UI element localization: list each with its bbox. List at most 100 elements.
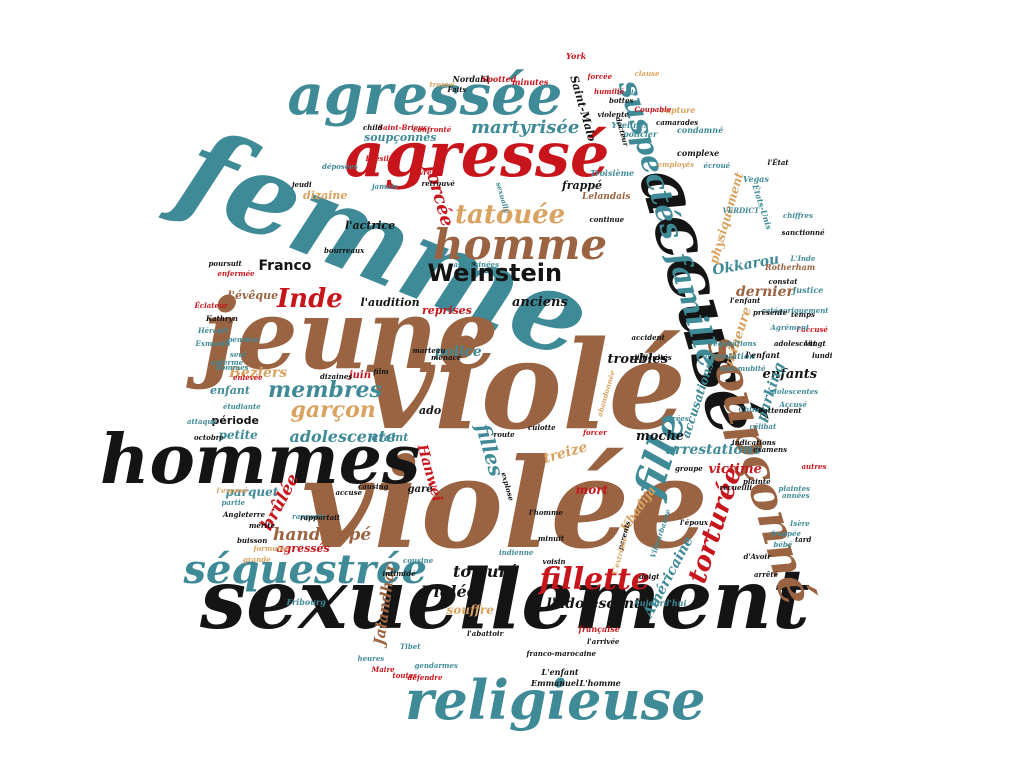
cloud-word-lenfant: l'enfant: [745, 350, 781, 360]
cloud-word-membres: membres: [268, 377, 382, 403]
cloud-word-lenfant2: L'enfant: [541, 667, 579, 677]
cloud-word-celibat: célibat: [749, 421, 777, 431]
cloud-word-lebree: l'arrivée: [587, 636, 620, 646]
cloud-word-route: route: [493, 429, 515, 439]
cloud-word-tard: tard: [795, 534, 812, 544]
cloud-word-policier: policier: [623, 129, 658, 139]
cloud-word-presente: présente: [753, 307, 788, 317]
cloud-word-york: York: [566, 51, 587, 61]
cloud-word-indienne: indienne: [499, 547, 534, 557]
cloud-word-intimide: intimidé: [382, 568, 416, 578]
cloud-word-heures: heures: [357, 653, 385, 663]
cloud-word-minutes: minutes: [512, 77, 549, 87]
cloud-word-formule: formulée: [253, 543, 289, 553]
cloud-word-beziers: Béziers: [229, 365, 288, 381]
cloud-word-bourreaux: bourreaux: [324, 245, 365, 255]
cloud-word-rapporte: rapporte: [292, 511, 327, 521]
cloud-word-soupconnes: soupçonnés: [364, 130, 437, 144]
cloud-word-doigt: doigt: [639, 571, 660, 581]
cloud-word-kathryn: Kathryn: [206, 313, 238, 323]
cloud-word-continue: continue: [589, 214, 625, 224]
cloud-word-aujourdhui: Aujourd'hui: [633, 598, 687, 608]
cloud-word-film: film: [373, 366, 389, 376]
cloud-word-ecroue: écroué: [703, 160, 731, 170]
cloud-word-leveque: l'évêque: [227, 288, 279, 302]
cloud-word-buisson: buisson: [237, 535, 268, 545]
cloud-word-mentir: mérite: [249, 520, 275, 530]
cloud-word-rapportait: rapportait: [300, 512, 341, 522]
cloud-word-troubles: troubles: [607, 351, 669, 367]
cloud-word-enfant: enfant: [210, 383, 250, 397]
cloud-word-adolescents: adolescentes: [767, 386, 819, 396]
cloud-word-laudition: l'audition: [360, 295, 420, 309]
cloud-word-arrestation: arrestation: [705, 351, 755, 361]
cloud-word-dizaine: dizaine: [303, 188, 348, 202]
cloud-word-rotherham: Rotherham: [765, 262, 816, 272]
cloud-word-frappee: frappée: [771, 528, 801, 538]
cloud-word-homme: homme: [433, 220, 608, 269]
cloud-word-etudiante: étudiante: [223, 401, 261, 411]
cloud-word-isere: Isère: [790, 518, 810, 528]
cloud-word-handicape: handicapé: [273, 524, 372, 545]
cloud-word-nordahl: Nordahl: [452, 74, 490, 84]
cloud-word-frappe: frappé: [562, 178, 603, 192]
cloud-word-forcer: forcer: [583, 427, 607, 437]
cloud-word-leta: l'État: [767, 157, 789, 167]
cloud-word-viole: violé: [363, 313, 687, 457]
cloud-word-hommes: hommes: [100, 420, 421, 500]
cloud-word-lundi: lundi: [812, 350, 833, 360]
cloud-word-lactrice: l'actrice: [345, 218, 396, 232]
cloud-word-juin: juin: [349, 370, 371, 381]
cloud-word-examens: examens: [753, 444, 788, 454]
cloud-word-anciens: anciens: [512, 294, 568, 310]
cloud-word-hommes2: hommes: [215, 362, 249, 372]
cloud-word-constat: constat: [768, 276, 798, 286]
cloud-word-franco: Franco: [258, 258, 312, 274]
cloud-word-bottes: bottes: [609, 95, 634, 105]
cloud-word-eclateur: Éclateur: [194, 300, 228, 310]
cloud-word-bebe: bébé: [773, 539, 793, 549]
cloud-word-requisitions: réquisitions: [709, 338, 757, 348]
cloud-word-mort: mort: [575, 483, 609, 497]
cloud-word-adolescente: adolescente: [289, 427, 397, 446]
cloud-word-davoir: d'Avoir: [743, 551, 771, 561]
cloud-word-francomarocaine: franco-marocaine: [526, 648, 596, 658]
cloud-word-tibet: Tibet: [400, 641, 421, 651]
cloud-word-violee: violée: [301, 432, 709, 577]
cloud-word-fribourg: Fribourg: [286, 597, 326, 607]
cloud-word-accuse3: accuse: [335, 487, 363, 497]
cloud-word-lepoux: l'époux: [680, 517, 709, 527]
cloud-word-enferme: enfermé: [210, 357, 244, 367]
cloud-word-retrouve: retrouvé: [421, 178, 455, 188]
cloud-word-employes: employés: [657, 159, 695, 169]
cloud-word-causing: causing: [358, 481, 389, 491]
cloud-word-forcee2: forcée: [587, 71, 613, 81]
cloud-word-vingt: Vingt: [804, 338, 826, 348]
cloud-word-autres: autres: [801, 461, 827, 471]
cloud-word-seul: seul: [230, 349, 247, 359]
cloud-word-complexe: complexe: [677, 148, 720, 158]
cloud-word-violente: violente: [597, 109, 629, 119]
cloud-word-jamais: jamais: [372, 181, 398, 191]
cloud-word-voisin: voisin: [542, 556, 566, 566]
cloud-word-lattendent: l'attendent: [758, 405, 802, 415]
cloud-word-arrestations: arrestations: [665, 442, 761, 458]
cloud-word-difficultes: difficultés: [632, 352, 672, 362]
cloud-word-aggressif: attaque: [187, 416, 217, 426]
cloud-word-yvelines: Yvelines: [611, 120, 649, 130]
cloud-word-martyrisee: martyrisée: [471, 117, 580, 138]
cloud-word-marseille: Maire: [371, 664, 395, 674]
cloud-word-accident: accident: [631, 332, 665, 342]
cloud-word-assassinees: assassinées: [453, 259, 499, 269]
cloud-word-indications: indications: [732, 437, 776, 447]
cloud-word-sexuellement: sexuellement: [200, 552, 810, 648]
cloud-word-dernier: dernier: [736, 284, 794, 300]
cloud-word-craint: craint: [371, 430, 409, 444]
cloud-word-lhomme2: l'homme: [529, 507, 563, 517]
cloud-word-francaise: française: [578, 624, 620, 634]
cloud-word-deposees: déposées: [322, 161, 358, 171]
cloud-word-poursuit: poursuit: [208, 258, 242, 268]
cloud-word-prochain: plainte: [743, 476, 771, 486]
cloud-word-inde: Inde: [277, 284, 343, 314]
